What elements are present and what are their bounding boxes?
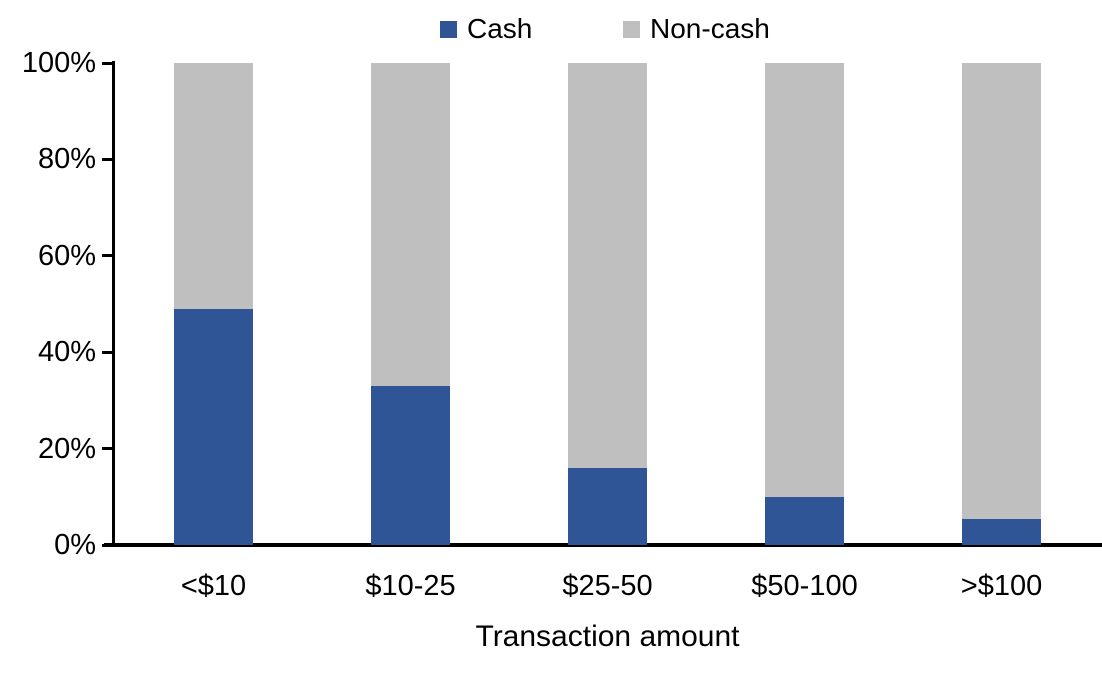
- y-tick-40: [102, 350, 113, 354]
- noncash-legend-label: Non-cash: [650, 13, 770, 44]
- y-axis-line: [112, 61, 115, 547]
- y-tick-label-0: 0%: [54, 529, 96, 561]
- x-category-label-0: <$10: [180, 570, 247, 602]
- noncash-legend-swatch: [623, 20, 640, 38]
- y-tick-80: [102, 157, 113, 161]
- bar-group-3: [765, 63, 844, 545]
- y-tick-0: [102, 543, 113, 547]
- bar-segment-cash-1: [371, 385, 450, 545]
- y-tick-100: [102, 61, 113, 65]
- bar-segment-cash-2: [568, 467, 647, 545]
- y-tick-label-60: 60%: [37, 239, 96, 272]
- bar-group-1: [371, 63, 450, 545]
- y-tick-20: [102, 447, 113, 451]
- legend-item-noncash: Non-cash: [623, 12, 770, 46]
- cash-legend-label: Cash: [467, 13, 533, 44]
- x-axis-title: Transaction amount: [475, 620, 740, 653]
- x-axis-line: [104, 543, 1102, 547]
- x-category-label-1: $10-25: [365, 570, 456, 602]
- x-category-label-3: $50-100: [751, 570, 858, 602]
- x-category-label-2: $25-50: [562, 570, 653, 602]
- bar-group-4: [962, 63, 1041, 545]
- y-tick-label-20: 20%: [37, 432, 96, 465]
- x-category-label-4: >$100: [960, 570, 1043, 602]
- y-tick-label-40: 40%: [37, 336, 96, 369]
- bar-segment-noncash-2: [568, 63, 647, 468]
- bar-segment-noncash-0: [174, 63, 253, 309]
- bar-group-2: [568, 63, 647, 545]
- y-tick-label-100: 100%: [21, 47, 96, 79]
- bar-segment-noncash-3: [765, 63, 844, 497]
- legend-item-cash: Cash: [440, 12, 532, 46]
- y-tick-60: [102, 254, 113, 258]
- bar-group-0: [174, 63, 253, 545]
- bar-segment-cash-3: [765, 496, 844, 545]
- y-tick-label-80: 80%: [37, 143, 96, 176]
- bar-segment-cash-4: [962, 518, 1041, 545]
- bar-segment-noncash-4: [962, 63, 1041, 519]
- bar-segment-cash-0: [174, 308, 253, 545]
- bar-segment-noncash-1: [371, 63, 450, 386]
- cash-legend-swatch: [440, 20, 457, 38]
